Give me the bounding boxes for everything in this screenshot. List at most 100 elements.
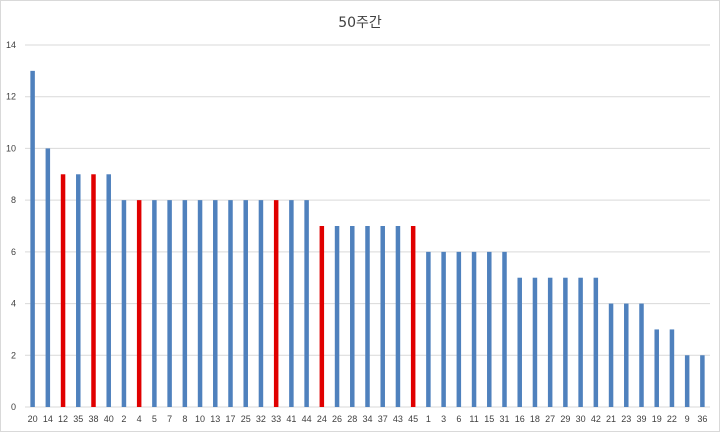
- bar-18: [532, 277, 538, 407]
- bar-6: [456, 251, 462, 407]
- bar-43: [395, 226, 401, 407]
- x-tick-label: 28: [347, 414, 357, 424]
- bar-7: [167, 200, 172, 407]
- bar-1: [426, 251, 431, 407]
- bar-29: [563, 277, 568, 407]
- x-tick-label: 13: [210, 414, 220, 424]
- bar-20: [30, 70, 35, 407]
- bar-10: [197, 200, 203, 407]
- y-tick-label: 10: [6, 143, 16, 153]
- bar-8: [182, 200, 188, 407]
- bar-40: [106, 174, 111, 407]
- x-tick-label: 34: [362, 414, 372, 424]
- bar-31: [502, 251, 507, 407]
- x-tick-label: 24: [317, 414, 327, 424]
- bar-12: [60, 174, 66, 407]
- bar-36: [700, 355, 705, 407]
- x-tick-label: 33: [271, 414, 281, 424]
- x-axis-ticks: 20 14 12 35 38 40 2 4 5 7 8 10 13 17 25 32 33 41 44 24 26 28 3…: [28, 414, 708, 424]
- bar-3: [441, 251, 446, 407]
- y-tick-label: 4: [11, 299, 16, 309]
- x-tick-label: 18: [530, 414, 540, 424]
- x-tick-label: 26: [332, 414, 342, 424]
- bar-28: [350, 226, 355, 407]
- x-tick-label: 21: [606, 414, 616, 424]
- bar-44: [304, 200, 309, 407]
- bar-2: [121, 200, 127, 407]
- y-tick-label: 12: [6, 92, 16, 102]
- bar-33: [273, 200, 279, 407]
- x-tick-label: 39: [636, 414, 646, 424]
- x-tick-label: 41: [286, 414, 296, 424]
- x-tick-label: 32: [256, 414, 266, 424]
- x-tick-label: 7: [167, 414, 172, 424]
- x-tick-label: 15: [484, 414, 494, 424]
- x-tick-label: 2: [121, 414, 126, 424]
- x-tick-label: 10: [195, 414, 205, 424]
- x-tick-label: 44: [302, 414, 312, 424]
- bars: [30, 70, 705, 407]
- y-tick-label: 6: [11, 247, 16, 257]
- x-tick-label: 25: [241, 414, 251, 424]
- x-tick-label: 30: [576, 414, 586, 424]
- bar-11: [471, 251, 477, 407]
- y-tick-label: 8: [11, 195, 16, 205]
- x-tick-label: 5: [152, 414, 157, 424]
- bar-14: [45, 148, 51, 407]
- x-tick-label: 31: [499, 414, 509, 424]
- x-tick-label: 17: [225, 414, 235, 424]
- bar-17: [228, 200, 233, 407]
- bar-23: [624, 303, 629, 407]
- x-tick-label: 16: [515, 414, 525, 424]
- bar-39: [639, 303, 644, 407]
- y-axis-ticks: 0 2 4 6 8 10 12 14: [6, 40, 16, 412]
- bar-24: [319, 226, 325, 407]
- x-tick-label: 11: [469, 414, 478, 424]
- bar-41: [289, 200, 294, 407]
- x-tick-label: 43: [393, 414, 403, 424]
- bar-38: [91, 174, 96, 407]
- x-tick-label: 1: [426, 414, 431, 424]
- bar-9: [684, 355, 690, 407]
- x-tick-label: 8: [182, 414, 187, 424]
- bar-15: [487, 251, 492, 407]
- y-tick-label: 2: [11, 350, 16, 360]
- x-tick-label: 6: [456, 414, 461, 424]
- bar-25: [243, 200, 248, 407]
- x-tick-label: 27: [545, 414, 555, 424]
- x-tick-label: 38: [88, 414, 98, 424]
- bar-35: [76, 174, 81, 407]
- x-tick-label: 35: [73, 414, 83, 424]
- x-tick-label: 45: [408, 414, 418, 424]
- x-tick-label: 19: [652, 414, 662, 424]
- bar-34: [365, 226, 370, 407]
- bar-26: [334, 226, 340, 407]
- x-tick-label: 14: [43, 414, 53, 424]
- bar-42: [593, 277, 599, 407]
- x-tick-label: 37: [378, 414, 388, 424]
- bar-30: [578, 277, 583, 407]
- x-tick-label: 42: [591, 414, 601, 424]
- x-tick-label: 4: [137, 414, 142, 424]
- x-tick-label: 12: [58, 414, 68, 424]
- x-tick-label: 3: [441, 414, 446, 424]
- bar-45: [410, 226, 416, 407]
- bar-37: [380, 226, 385, 407]
- chart-title: 50주간: [338, 15, 382, 31]
- y-tick-label: 0: [11, 402, 16, 412]
- x-tick-label: 22: [667, 414, 677, 424]
- bar-4: [136, 200, 142, 407]
- bar-22: [669, 329, 675, 407]
- x-tick-label: 20: [28, 414, 38, 424]
- y-tick-label: 14: [6, 40, 16, 50]
- x-tick-label: 29: [560, 414, 570, 424]
- bar-16: [517, 277, 522, 407]
- x-tick-label: 23: [621, 414, 631, 424]
- bar-21: [608, 303, 614, 407]
- bar-27: [547, 277, 553, 407]
- x-tick-label: 9: [685, 414, 690, 424]
- bar-5: [152, 200, 157, 407]
- bar-13: [213, 200, 218, 407]
